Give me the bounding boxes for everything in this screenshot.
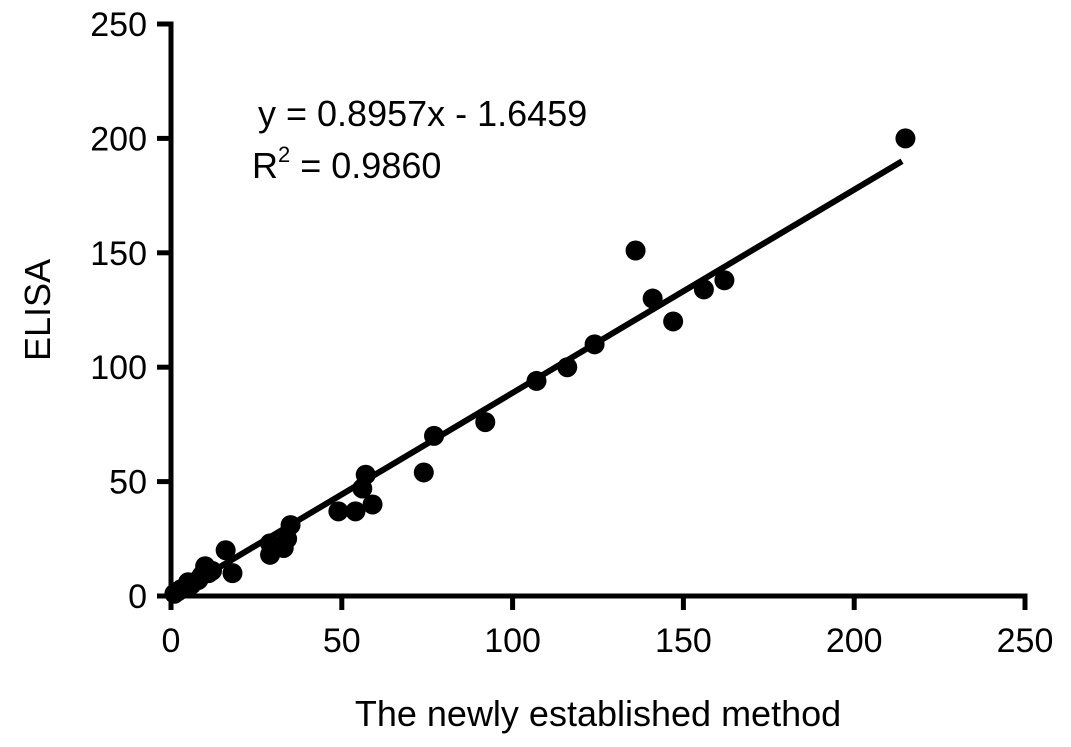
data-point bbox=[424, 425, 445, 446]
data-point bbox=[557, 357, 578, 378]
data-point bbox=[663, 311, 684, 332]
x-tick-label: 250 bbox=[997, 622, 1054, 660]
y-tick-label: 0 bbox=[128, 578, 147, 616]
r-squared-superscript: 2 bbox=[278, 142, 290, 167]
data-point bbox=[355, 464, 376, 485]
data-point bbox=[328, 501, 349, 522]
data-point bbox=[714, 270, 735, 291]
data-point bbox=[642, 288, 663, 309]
data-point bbox=[475, 412, 496, 433]
data-point bbox=[584, 334, 605, 355]
axes bbox=[168, 21, 1028, 599]
y-tick-label: 150 bbox=[90, 235, 147, 273]
x-tick-label: 150 bbox=[655, 622, 712, 660]
x-axis-title: The newly established method bbox=[355, 693, 841, 734]
data-point bbox=[362, 494, 383, 515]
data-point bbox=[693, 279, 714, 300]
regression-equation: y = 0.8957x - 1.6459 bbox=[258, 93, 587, 134]
r-squared-value: = 0.9860 bbox=[290, 145, 441, 186]
r-squared-r: R bbox=[252, 145, 278, 186]
data-point bbox=[895, 128, 916, 149]
data-point bbox=[413, 462, 434, 483]
x-tick-label: 50 bbox=[323, 622, 361, 660]
y-tick-label: 250 bbox=[90, 6, 147, 44]
ticks: 0 50 100 150 200 250 0 50 100 150 200 250 bbox=[90, 6, 1053, 660]
y-tick-label: 200 bbox=[90, 120, 147, 158]
r-squared-label: R2 = 0.9860 bbox=[252, 142, 441, 186]
data-point bbox=[625, 240, 646, 261]
data-point bbox=[215, 540, 236, 561]
data-points bbox=[164, 128, 916, 604]
data-point bbox=[280, 515, 301, 536]
data-point bbox=[201, 560, 222, 581]
data-point bbox=[345, 501, 366, 522]
y-axis-title: ELISA bbox=[17, 259, 58, 361]
x-tick-label: 100 bbox=[484, 622, 541, 660]
data-point bbox=[222, 563, 243, 584]
y-tick-label: 50 bbox=[109, 464, 147, 502]
y-tick-label: 100 bbox=[90, 349, 147, 387]
x-tick-label: 200 bbox=[826, 622, 883, 660]
x-tick-label: 0 bbox=[162, 622, 181, 660]
data-point bbox=[526, 370, 547, 391]
